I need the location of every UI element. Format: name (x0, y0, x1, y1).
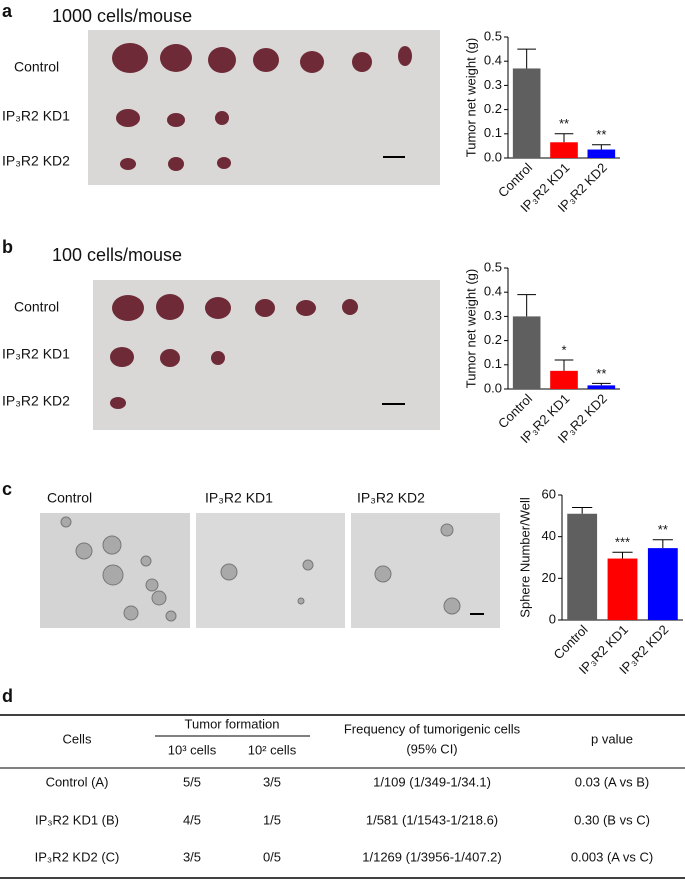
cell: 1/5 (263, 812, 281, 827)
y-tick-label: 0.0 (484, 149, 502, 164)
y-tick-label: 0.2 (484, 332, 502, 347)
cell: 0.30 (B vs C) (574, 812, 650, 827)
cell: 0/5 (263, 849, 281, 864)
bar (512, 68, 541, 158)
cell: 5/5 (183, 774, 201, 789)
y-tick-label: 20 (542, 570, 556, 585)
panel-label: c (2, 479, 12, 499)
image-label: IP₃R2 KD2 (357, 490, 425, 506)
y-tick-label: 0.1 (484, 356, 502, 371)
header: Tumor formation (185, 716, 280, 731)
cell: 1/1269 (1/3956-1/407.2) (362, 849, 502, 864)
row-label: Control (14, 59, 59, 75)
header: Frequency of tumorigenic cells (344, 721, 521, 736)
significance: * (561, 342, 566, 357)
header: p value (591, 731, 633, 746)
significance: ** (559, 116, 569, 131)
y-tick-label: 40 (542, 528, 556, 543)
bar (550, 370, 578, 389)
cell: IP₃R2 KD2 (C) (35, 849, 120, 864)
micrograph (351, 513, 500, 628)
header: Cells (63, 731, 92, 746)
y-tick-label: 0.4 (484, 284, 502, 299)
x-tick-label: Control (550, 622, 590, 662)
y-tick-label: 0 (549, 611, 556, 626)
image-label: IP₃R2 KD1 (205, 490, 273, 506)
image-label: Control (47, 490, 92, 506)
y-tick-label: 0.5 (484, 28, 502, 43)
significance: *** (615, 535, 630, 550)
panel-label: d (2, 686, 13, 706)
y-tick-label: 0.3 (484, 77, 502, 92)
bar (587, 385, 616, 389)
header: (95% CI) (406, 741, 457, 756)
bar (647, 548, 678, 620)
row-label: Control (14, 299, 59, 315)
tumors (112, 43, 412, 171)
cell: 0.03 (A vs B) (575, 774, 649, 789)
tumors (110, 294, 358, 409)
y-tick-label: 60 (542, 486, 556, 501)
y-tick-label: 0.0 (484, 380, 502, 395)
bar (607, 558, 638, 620)
bar (512, 316, 541, 389)
panel-title: 1000 cells/mouse (52, 6, 192, 26)
y-axis-label: Sphere Number/Well (517, 497, 532, 618)
spheres (60, 516, 461, 622)
y-axis-label: Tumor net weight (g) (463, 38, 478, 157)
cell: 3/5 (183, 849, 201, 864)
micrograph (196, 513, 345, 628)
cell: 3/5 (263, 774, 281, 789)
cell: 0.003 (A vs C) (571, 849, 653, 864)
bar (567, 513, 598, 620)
y-tick-label: 0.4 (484, 53, 502, 68)
cell: Control (A) (46, 774, 109, 789)
row-label: IP₃R2 KD2 (2, 153, 70, 169)
cell: IP₃R2 KD1 (B) (35, 812, 119, 827)
significance: ** (658, 522, 668, 537)
cell: 4/5 (183, 812, 201, 827)
table: Cells Tumor formation 10³ cells 10² cell… (0, 714, 685, 879)
y-axis-label: Tumor net weight (g) (463, 269, 478, 388)
y-tick-label: 0.1 (484, 125, 502, 140)
panel-label: a (2, 1, 13, 21)
header: 10² cells (248, 742, 297, 757)
significance: ** (596, 127, 606, 142)
panel-label: b (2, 237, 13, 257)
bar (587, 149, 616, 158)
row-label: IP₃R2 KD2 (2, 393, 70, 409)
cell: 1/109 (1/349-1/34.1) (373, 774, 491, 789)
significance: ** (596, 366, 606, 381)
y-tick-label: 0.2 (484, 101, 502, 116)
bar (550, 142, 578, 158)
y-tick-label: 0.5 (484, 259, 502, 274)
row-label: IP₃R2 KD1 (2, 108, 70, 124)
panel-title: 100 cells/mouse (52, 245, 182, 265)
row-label: IP₃R2 KD1 (2, 346, 70, 362)
y-tick-label: 0.3 (484, 308, 502, 323)
header: 10³ cells (168, 742, 217, 757)
cell: 1/581 (1/1543-1/218.6) (366, 812, 498, 827)
